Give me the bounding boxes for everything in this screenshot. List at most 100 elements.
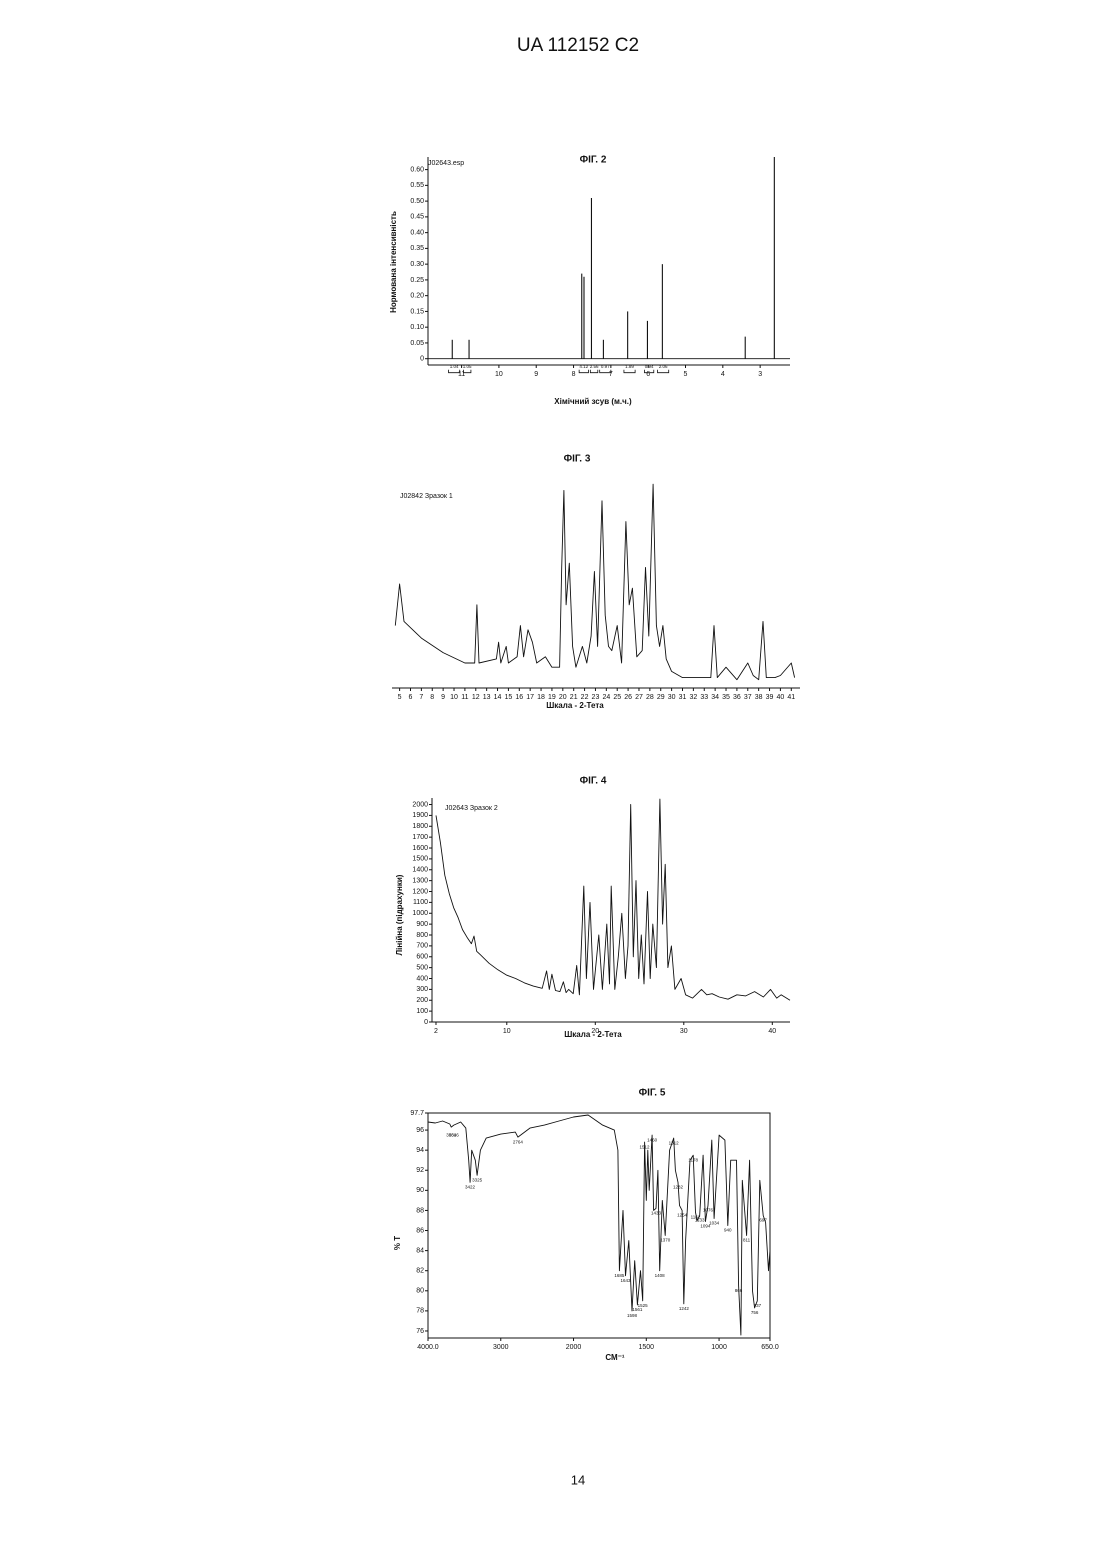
x-tick-label: 17 bbox=[526, 694, 534, 701]
x-tick-label: 8 bbox=[430, 694, 434, 701]
x-tick-label: 12 bbox=[472, 694, 480, 701]
x-tick-label: 7 bbox=[419, 694, 423, 701]
y-tick-label: 0 bbox=[420, 356, 424, 363]
y-tick-label: 0.05 bbox=[410, 340, 424, 347]
y-tick-label: 1600 bbox=[412, 845, 428, 852]
x-tick-label: 15 bbox=[505, 694, 513, 701]
y-tick-label: 86 bbox=[416, 1227, 424, 1234]
y-tick-label: 1400 bbox=[412, 867, 428, 874]
figure-title: ФІГ. 5 bbox=[639, 1088, 666, 1099]
x-tick-label: 5 bbox=[684, 371, 688, 378]
peak-label: 1178 bbox=[688, 1157, 698, 1162]
x-axis-label: СМ⁻¹ bbox=[605, 1353, 625, 1362]
x-tick-label: 3000 bbox=[493, 1344, 509, 1351]
y-tick-label: 0.40 bbox=[410, 229, 424, 236]
x-tick-label: 20 bbox=[591, 1028, 599, 1035]
figure-title: ФІГ. 4 bbox=[580, 776, 607, 787]
peak-label: 1312 bbox=[669, 1140, 680, 1145]
integral-value: 0.94 bbox=[645, 364, 654, 369]
x-axis-label: Шкала - 2-Тета bbox=[546, 701, 604, 710]
peak-label: 940 bbox=[724, 1228, 732, 1233]
sample-label: J02643.esp bbox=[428, 160, 464, 167]
y-tick-label: 1100 bbox=[413, 899, 428, 906]
y-axis-label: % T bbox=[393, 1236, 402, 1250]
peak-label: 1034 bbox=[709, 1221, 720, 1226]
y-tick-label: 78 bbox=[416, 1308, 424, 1315]
y-tick-label: 1800 bbox=[412, 823, 428, 830]
y-tick-label: 0.20 bbox=[410, 293, 424, 300]
x-tick-label: 11 bbox=[461, 694, 468, 701]
peak-label: 1133 bbox=[695, 1218, 705, 1223]
y-tick-label: 1900 bbox=[412, 812, 428, 819]
x-tick-label: 10 bbox=[450, 694, 458, 701]
x-tick-label: 650.0 bbox=[761, 1344, 779, 1351]
x-tick-label: 1000 bbox=[711, 1344, 727, 1351]
integral-value: 0.97 bbox=[601, 364, 610, 369]
peak-label: 3422 bbox=[465, 1184, 476, 1189]
x-tick-label: 19 bbox=[548, 694, 556, 701]
x-tick-label: 40 bbox=[777, 694, 785, 701]
x-tick-label: 34 bbox=[711, 694, 719, 701]
peak-label: 866 bbox=[735, 1288, 743, 1293]
x-tick-label: 1500 bbox=[639, 1344, 655, 1351]
peak-label: 1512 bbox=[640, 1144, 651, 1149]
y-tick-label: 1300 bbox=[412, 877, 428, 884]
x-tick-label: 10 bbox=[495, 371, 503, 378]
x-tick-label: 40 bbox=[768, 1028, 776, 1035]
x-tick-label: 26 bbox=[624, 694, 632, 701]
x-tick-label: 29 bbox=[657, 694, 665, 701]
peak-label: 1598 bbox=[627, 1313, 638, 1318]
y-tick-label: 94 bbox=[416, 1147, 424, 1154]
x-tick-label: 9 bbox=[441, 694, 445, 701]
x-tick-label: 6 bbox=[646, 371, 650, 378]
patent-page: UA 112152 C2 14 ФІГ. 2J02643.espХімічний… bbox=[0, 0, 1101, 1557]
y-tick-label: 2000 bbox=[412, 801, 428, 808]
x-tick-label: 5 bbox=[398, 694, 402, 701]
x-tick-label: 16 bbox=[515, 694, 523, 701]
y-axis-label: Лінійна (підрахунки) bbox=[395, 874, 404, 955]
y-tick-label: 200 bbox=[416, 997, 428, 1004]
y-tick-label: 0.15 bbox=[410, 308, 424, 315]
y-tick-label: 0.50 bbox=[410, 198, 424, 205]
x-tick-label: 2 bbox=[434, 1028, 438, 1035]
x-tick-label: 30 bbox=[668, 694, 676, 701]
x-tick-label: 35 bbox=[722, 694, 730, 701]
x-tick-label: 32 bbox=[689, 694, 697, 701]
peak-label: 1076 bbox=[703, 1208, 714, 1213]
x-tick-label: 41 bbox=[787, 694, 795, 701]
x-tick-label: 21 bbox=[570, 694, 578, 701]
x-tick-label: 10 bbox=[503, 1028, 511, 1035]
y-tick-label: 0.10 bbox=[410, 324, 424, 331]
y-tick-label: 500 bbox=[416, 964, 428, 971]
y-tick-label: 82 bbox=[416, 1268, 424, 1275]
y-tick-label: 0.55 bbox=[410, 182, 424, 189]
x-tick-label: 9 bbox=[534, 371, 538, 378]
x-tick-label: 27 bbox=[635, 694, 643, 701]
peak-label: 1254 bbox=[677, 1213, 688, 1218]
page-background bbox=[0, 0, 1101, 1557]
integral-value: 4.12 bbox=[579, 364, 588, 369]
y-tick-label: 0.60 bbox=[410, 166, 424, 173]
y-tick-label: 1200 bbox=[412, 888, 428, 895]
x-tick-label: 4 bbox=[721, 371, 725, 378]
integral-value: 2.56 bbox=[590, 364, 599, 369]
y-tick-label: 0.35 bbox=[410, 245, 424, 252]
x-tick-label: 30 bbox=[680, 1028, 688, 1035]
y-tick-label: 97.7 bbox=[410, 1110, 424, 1117]
y-tick-label: 0.25 bbox=[410, 277, 424, 284]
x-tick-label: 25 bbox=[613, 694, 621, 701]
x-tick-label: 11 bbox=[458, 371, 465, 378]
x-tick-label: 38 bbox=[755, 694, 763, 701]
y-tick-label: 100 bbox=[416, 1008, 428, 1015]
integral-value: 1.05 bbox=[463, 364, 472, 369]
x-tick-label: 22 bbox=[581, 694, 589, 701]
peak-label: 3325 bbox=[472, 1177, 483, 1182]
y-tick-label: 0 bbox=[424, 1019, 428, 1026]
peak-label: 1525 bbox=[638, 1303, 649, 1308]
x-tick-label: 36 bbox=[733, 694, 741, 701]
peak-label: 1433 bbox=[651, 1211, 662, 1216]
y-tick-label: 800 bbox=[416, 932, 428, 939]
peak-label: 2764 bbox=[513, 1139, 524, 1144]
y-axis-label: Нормована інтенсивність bbox=[389, 211, 398, 313]
y-tick-label: 0.45 bbox=[410, 214, 424, 221]
